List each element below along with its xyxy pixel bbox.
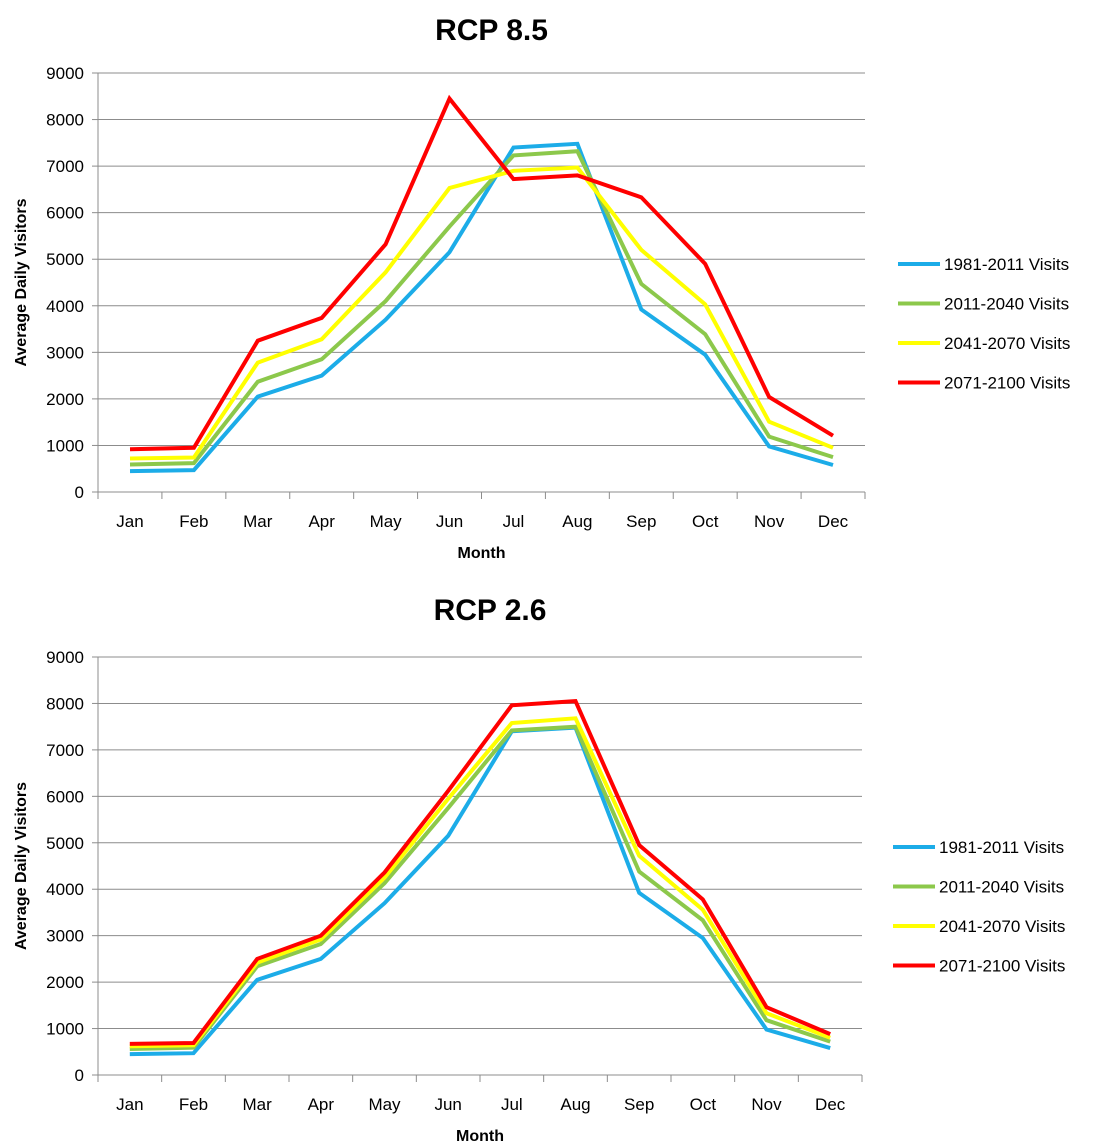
x-axis-label: Month [456, 1128, 504, 1145]
series-line-2 [129, 149, 834, 467]
y-tick-label: 5000 [46, 250, 84, 269]
y-tick-label: 1000 [46, 1020, 84, 1039]
x-tick-label: Mar [243, 1095, 273, 1114]
x-tick-label: Jan [116, 1095, 143, 1114]
x-tick-label: Jul [503, 512, 525, 531]
series-line-1 [129, 725, 831, 1057]
y-tick-label: 8000 [46, 111, 84, 130]
x-tick-label: Jun [436, 512, 463, 531]
y-tick-label: 2000 [46, 973, 84, 992]
legend-label: 2011-2040 Visits [939, 878, 1064, 897]
y-tick-label: 1000 [46, 436, 84, 455]
y-tick-label: 7000 [46, 741, 84, 760]
y-tick-label: 0 [75, 483, 84, 502]
y-tick-label: 6000 [46, 787, 84, 806]
x-tick-label: Sep [626, 512, 656, 531]
y-tick-label: 6000 [46, 204, 84, 223]
x-tick-label: Jul [501, 1095, 523, 1114]
legend-label: 2011-2040 Visits [944, 295, 1069, 314]
y-tick-label: 4000 [46, 880, 84, 899]
x-tick-label: Apr [308, 512, 335, 531]
y-tick-label: 3000 [46, 927, 84, 946]
x-tick-label: Oct [690, 1095, 717, 1114]
x-tick-label: Feb [179, 1095, 208, 1114]
x-tick-label: Apr [308, 1095, 335, 1114]
x-tick-label: Oct [692, 512, 719, 531]
legend-label: 1981-2011 Visits [944, 255, 1069, 274]
x-tick-label: Jan [116, 512, 143, 531]
chart-title: RCP 8.5 [435, 14, 548, 47]
y-tick-label: 2000 [46, 390, 84, 409]
series-line-3 [129, 165, 834, 461]
x-tick-label: Dec [815, 1095, 846, 1114]
x-tick-label: Jun [434, 1095, 461, 1114]
x-tick-label: May [370, 512, 403, 531]
series-line-4 [129, 699, 831, 1046]
y-tick-label: 4000 [46, 297, 84, 316]
series-line-4 [129, 94, 835, 452]
legend-label: 2071-2100 Visits [944, 374, 1070, 393]
y-tick-label: 7000 [46, 157, 84, 176]
y-tick-label: 9000 [46, 648, 84, 667]
x-tick-label: Nov [754, 512, 785, 531]
series-line-1 [129, 141, 834, 474]
x-tick-label: Dec [818, 512, 849, 531]
y-tick-label: 9000 [46, 64, 84, 83]
legend-label: 1981-2011 Visits [939, 838, 1064, 857]
y-tick-label: 0 [75, 1066, 84, 1085]
series-line-2 [129, 724, 831, 1051]
y-axis-label: Average Daily Visitors [13, 782, 30, 950]
chart-1: RCP 8.5 0 1000 2000 3000 4000 5000 6000 7000 8000… [13, 14, 1070, 562]
x-axis-label: Month [458, 545, 506, 562]
x-tick-label: May [368, 1095, 401, 1114]
x-tick-label: Nov [751, 1095, 782, 1114]
x-tick-label: Sep [624, 1095, 654, 1114]
legend-label: 2041-2070 Visits [939, 917, 1065, 936]
legend-label: 2071-2100 Visits [939, 957, 1065, 976]
x-tick-label: Feb [179, 512, 208, 531]
x-tick-label: Aug [562, 512, 592, 531]
chart-title: RCP 2.6 [434, 594, 547, 627]
y-axis-label: Average Daily Visitors [13, 198, 30, 366]
x-tick-label: Mar [243, 512, 273, 531]
y-tick-label: 5000 [46, 834, 84, 853]
x-tick-label: Aug [560, 1095, 590, 1114]
legend-label: 2041-2070 Visits [944, 334, 1070, 353]
y-tick-label: 3000 [46, 343, 84, 362]
series-line-3 [129, 716, 831, 1049]
chart-2: RCP 2.6 0 1000 2000 3000 4000 5000 6000 7000 8000… [13, 594, 1065, 1145]
y-tick-label: 8000 [46, 694, 84, 713]
